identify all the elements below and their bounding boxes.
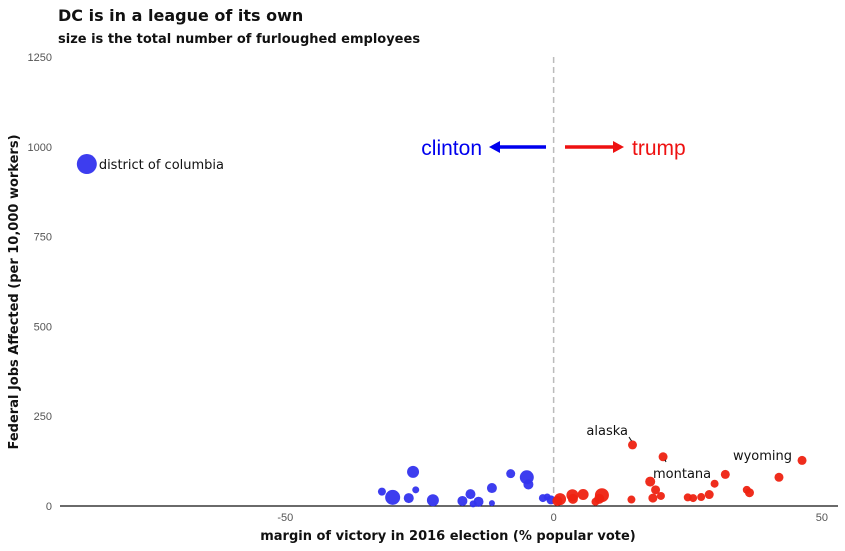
trump-state-point (744, 488, 754, 498)
clinton-state-point (412, 486, 420, 494)
y-tick-label: 0 (46, 501, 52, 513)
annotation-leader-line (628, 436, 632, 442)
clinton-state-point (506, 469, 516, 479)
y-tick-label: 500 (34, 321, 52, 333)
trump-state-point (797, 455, 807, 465)
clinton-state-point (523, 479, 534, 490)
trump-state-point (697, 493, 706, 502)
x-tick-label: 0 (551, 512, 557, 524)
clinton-state-point (76, 154, 97, 175)
trump-state-point (552, 495, 563, 506)
trump-state-point (774, 472, 784, 482)
chart-title: DC is in a league of its own (58, 6, 303, 25)
trump-state-point (720, 469, 730, 479)
point-annotations: district of columbia alaska montana wyoming (99, 158, 792, 482)
trump-state-point (628, 440, 638, 450)
clinton-state-point (457, 495, 468, 506)
y-tick-label: 1250 (28, 52, 52, 64)
y-axis-label: Federal Jobs Affected (per 10,000 worker… (7, 134, 22, 449)
trump-state-point (651, 485, 661, 495)
data-points (76, 154, 807, 508)
trump-state-point (704, 490, 714, 500)
clinton-state-point (426, 494, 439, 507)
trump-state-point (591, 497, 600, 506)
trump-state-point (689, 494, 698, 503)
clinton-direction-label: clinton (421, 137, 546, 160)
x-tick-label: 50 (816, 512, 828, 524)
clinton-state-point (385, 489, 401, 505)
trump-state-point (648, 493, 658, 503)
clinton-state-point (465, 489, 476, 500)
y-tick-label: 750 (34, 232, 52, 244)
y-axis-ticks: 0 250 500 750 1000 1250 (28, 52, 52, 513)
y-tick-label: 250 (34, 411, 52, 423)
trump-state-point (577, 489, 589, 501)
trump-state-point (627, 495, 636, 504)
clinton-state-point (377, 487, 386, 496)
point-annotation-label: wyoming (733, 449, 792, 464)
trump-state-point (645, 476, 656, 487)
x-axis-ticks: -50 0 50 (277, 512, 828, 524)
annotation-leader-line (664, 459, 667, 463)
clinton-label: clinton (421, 137, 482, 160)
y-tick-label: 1000 (28, 142, 52, 154)
clinton-state-point (469, 500, 477, 508)
clinton-state-point (407, 465, 420, 478)
trump-state-point (656, 491, 665, 500)
right-arrow-icon (613, 141, 624, 153)
chart-subtitle: size is the total number of furloughed e… (58, 32, 420, 47)
trump-state-point (710, 479, 719, 488)
clinton-state-point (488, 500, 495, 507)
clinton-state-point (486, 483, 497, 494)
trump-label: trump (632, 137, 686, 160)
x-tick-label: -50 (277, 512, 293, 524)
point-annotation-label: district of columbia (99, 158, 224, 173)
trump-state-point (658, 452, 668, 462)
x-axis-label: margin of victory in 2016 election (% po… (260, 529, 636, 544)
trump-state-point (567, 493, 578, 504)
left-arrow-icon (489, 141, 500, 153)
point-annotation-label: alaska (586, 424, 628, 439)
point-annotation-label: montana (653, 467, 711, 482)
clinton-state-point (403, 493, 414, 504)
trump-direction-label: trump (565, 137, 686, 160)
